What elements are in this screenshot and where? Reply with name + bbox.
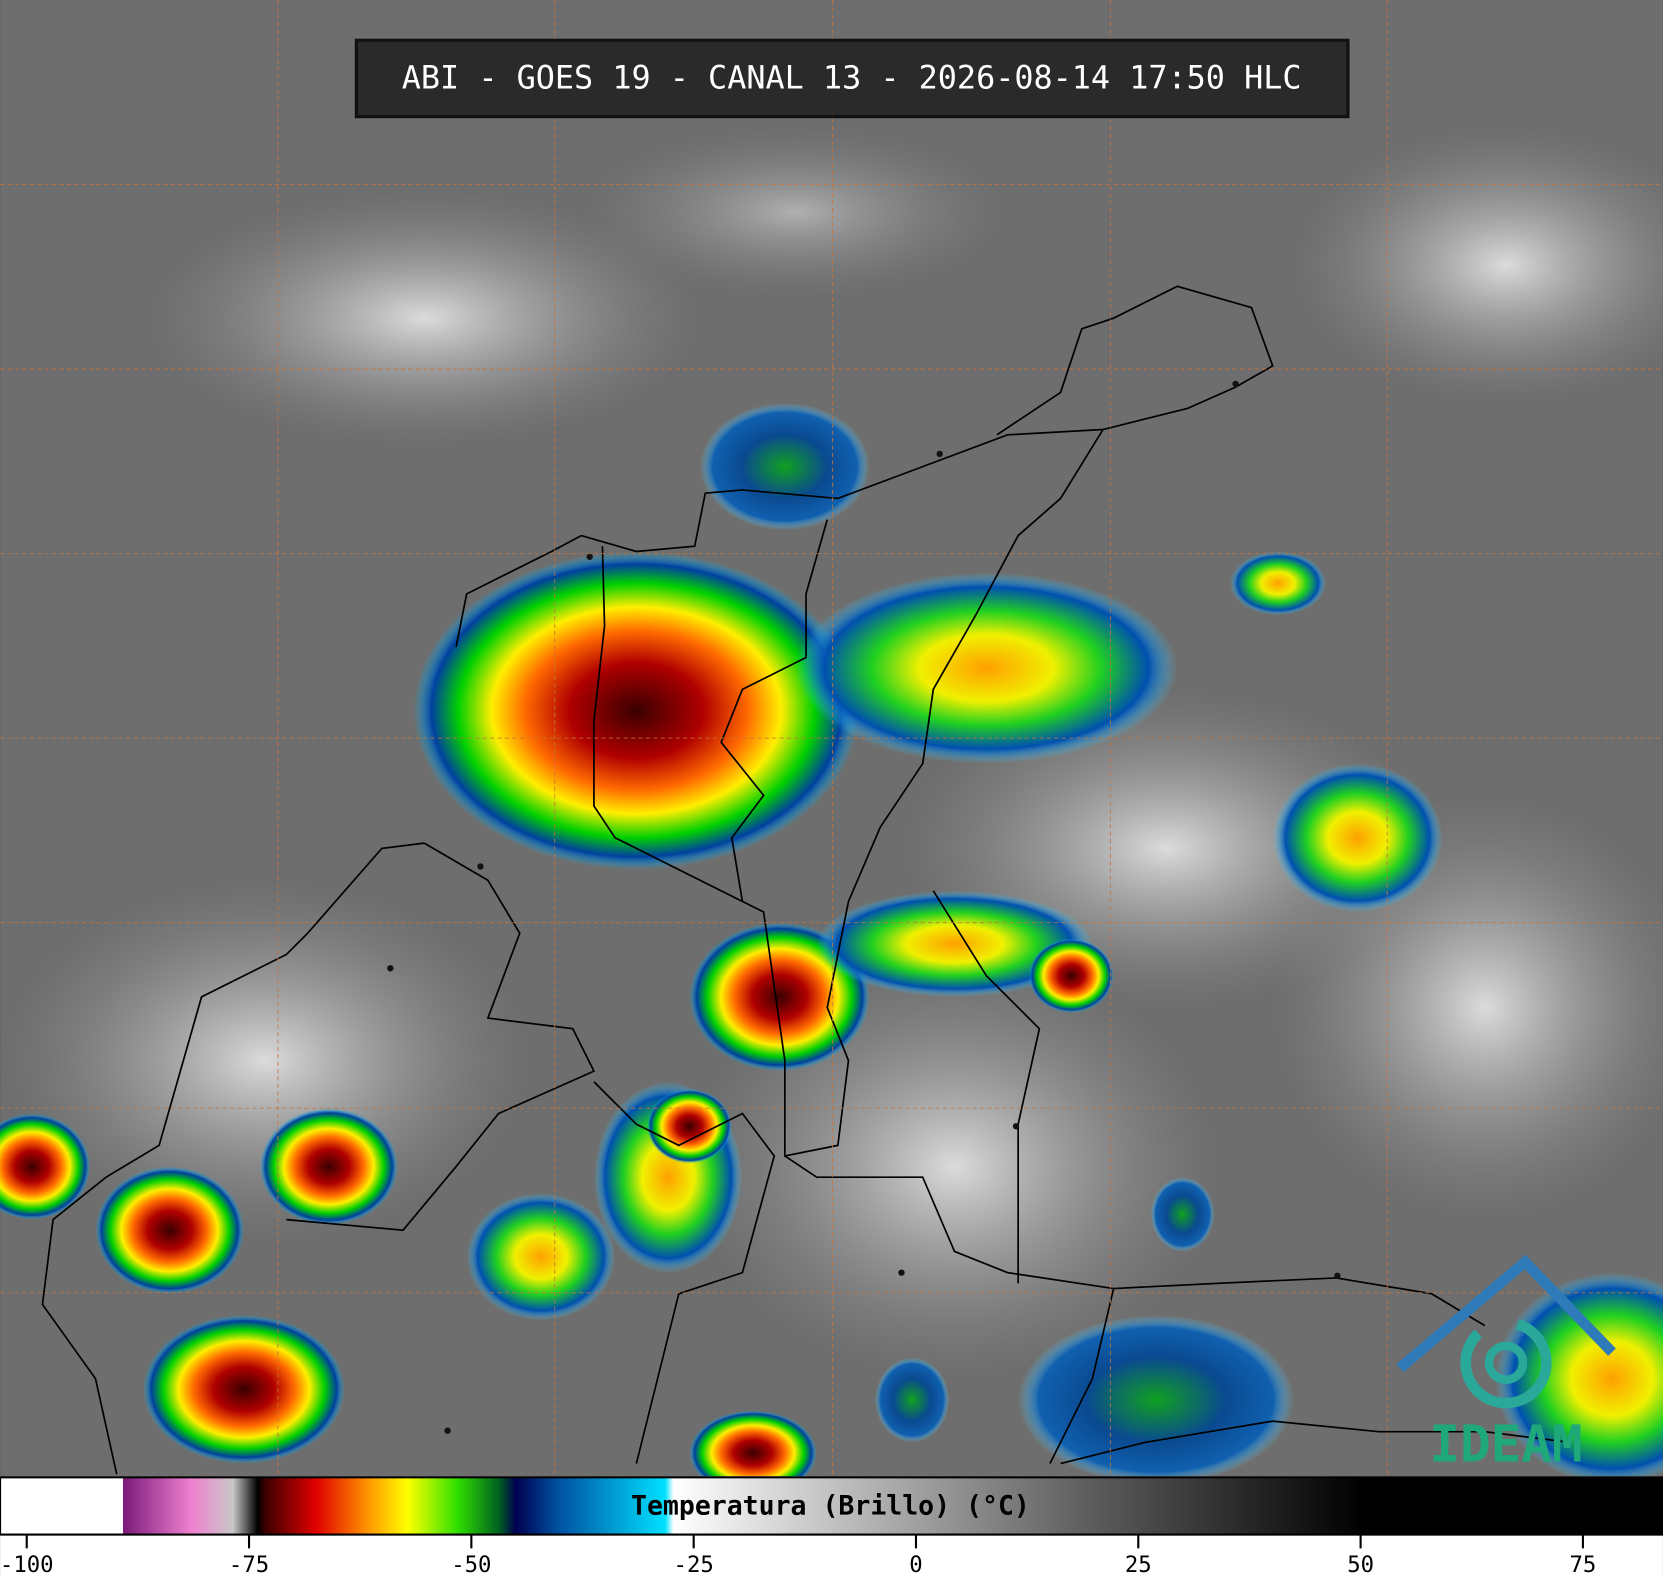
tick-label: 25 — [1125, 1552, 1152, 1577]
tick-label: -75 — [229, 1552, 269, 1577]
colorbar-label: Temperatura (Brillo) (°C) — [631, 1491, 1030, 1522]
logo-text: IDEAM — [1429, 1416, 1582, 1475]
cities — [387, 380, 1341, 1434]
tick-label: -25 — [674, 1552, 714, 1577]
tick-label: 75 — [1570, 1552, 1597, 1577]
colorbar-ticks: -100 -75 -50 -25 0 25 50 75 — [0, 1534, 1597, 1577]
title-box — [354, 38, 1350, 119]
tick-label: 0 — [909, 1552, 922, 1577]
borders — [41, 285, 1570, 1475]
tick-label: -50 — [451, 1552, 491, 1577]
logo: IDEAM — [1396, 1254, 1616, 1475]
tick-label: 50 — [1347, 1552, 1374, 1577]
colorbar — [0, 1476, 1663, 1536]
storms — [0, 402, 1663, 1496]
grid — [0, 0, 1663, 1477]
title: ABI - GOES 19 - CANAL 13 - 2026-08-14 17… — [402, 59, 1302, 97]
tick-label: -100 — [0, 1552, 54, 1577]
